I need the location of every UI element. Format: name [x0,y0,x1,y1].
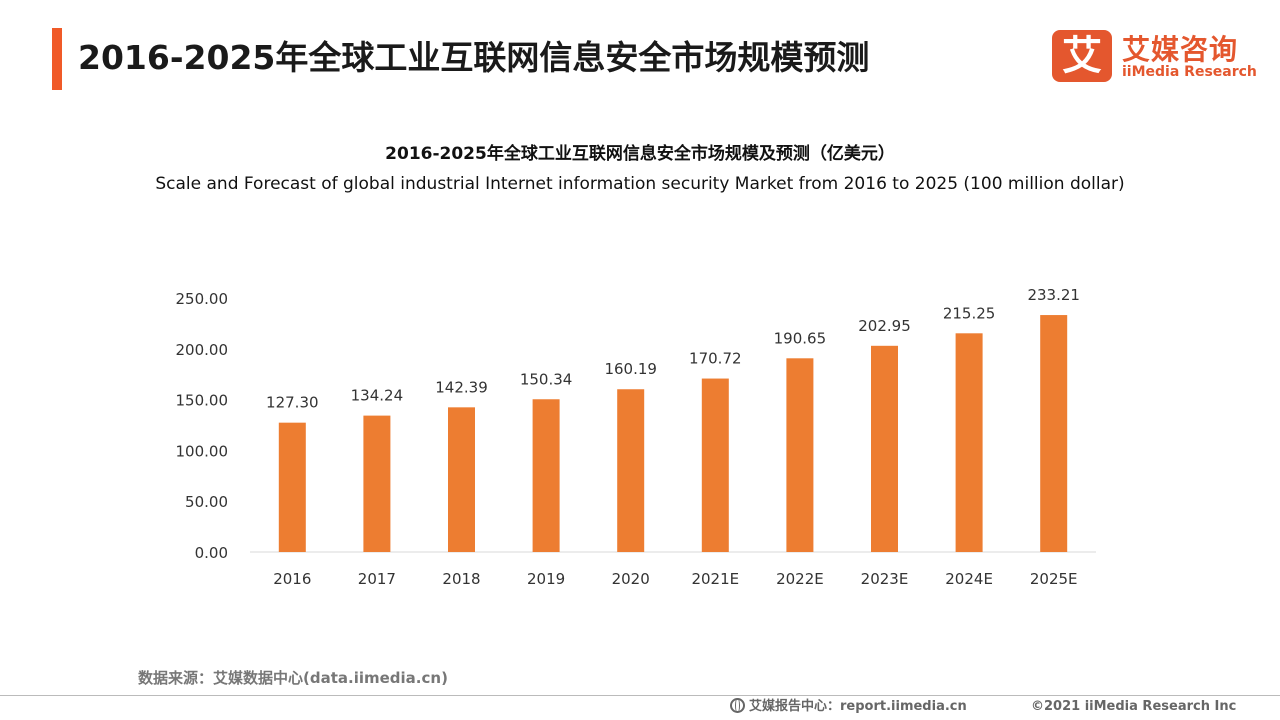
copyright: ©2021 iiMedia Research Inc [1031,699,1237,714]
bar-2017 [363,415,391,552]
data-source-note: 数据来源：艾媒数据中心(data.iimedia.cn) [138,669,448,687]
x-tick-label: 2023E [861,570,909,588]
bar-2019 [532,399,560,552]
data-label: 170.72 [689,350,742,368]
x-tick-label: 2025E [1030,570,1078,588]
bar-2020 [617,389,645,552]
page-title: 2016-2025年全球工业互联网信息安全市场规模预测 [78,38,870,77]
data-label: 142.39 [435,378,488,396]
report-center-link[interactable]: 艾媒报告中心：report.iimedia.cn [730,697,967,717]
bar-2021E [701,378,729,552]
y-tick-label: 150.00 [176,392,229,410]
data-label: 150.34 [520,370,573,388]
globe-icon [730,698,745,713]
bar-2018 [448,407,475,552]
x-tick-label: 2018 [442,570,480,588]
y-tick-label: 100.00 [176,442,229,460]
y-tick-label: 50.00 [185,493,228,511]
data-label: 215.25 [943,304,996,322]
report-center-text: 艾媒报告中心：report.iimedia.cn [749,699,967,714]
bar-2016 [278,422,306,552]
x-tick-label: 2019 [527,570,565,588]
x-tick-label: 2020 [612,570,650,588]
title-accent-bar [52,28,62,90]
footer-divider [0,695,1280,696]
bar-2024E [955,333,983,552]
data-label: 233.21 [1027,286,1080,304]
x-tick-label: 2016 [273,570,311,588]
iimedia-logo: 艾 艾媒咨询 iiMedia Research [1052,30,1262,84]
y-tick-label: 250.00 [176,290,229,308]
chart-title: 2016-2025年全球工业互联网信息安全市场规模及预测（亿美元） [385,144,895,164]
data-label: 190.65 [774,329,827,347]
y-tick-label: 0.00 [195,544,228,562]
logo-english-name: iiMedia Research [1122,64,1257,80]
x-tick-label: 2024E [945,570,993,588]
chart-subtitle: Scale and Forecast of global industrial … [155,174,1125,194]
logo-chinese-name: 艾媒咨询 [1122,33,1239,66]
data-label: 160.19 [604,360,657,378]
x-tick-label: 2021E [691,570,739,588]
data-label: 134.24 [351,387,404,405]
y-tick-label: 200.00 [176,341,229,359]
bar-2022E [786,358,814,552]
x-tick-label: 2017 [358,570,396,588]
x-tick-label: 2022E [776,570,824,588]
bar-2023E [871,345,898,552]
data-label: 202.95 [858,317,911,335]
logo-mark: 艾 [1052,30,1112,82]
bar-2025E [1040,315,1068,552]
data-label: 127.30 [266,394,319,412]
